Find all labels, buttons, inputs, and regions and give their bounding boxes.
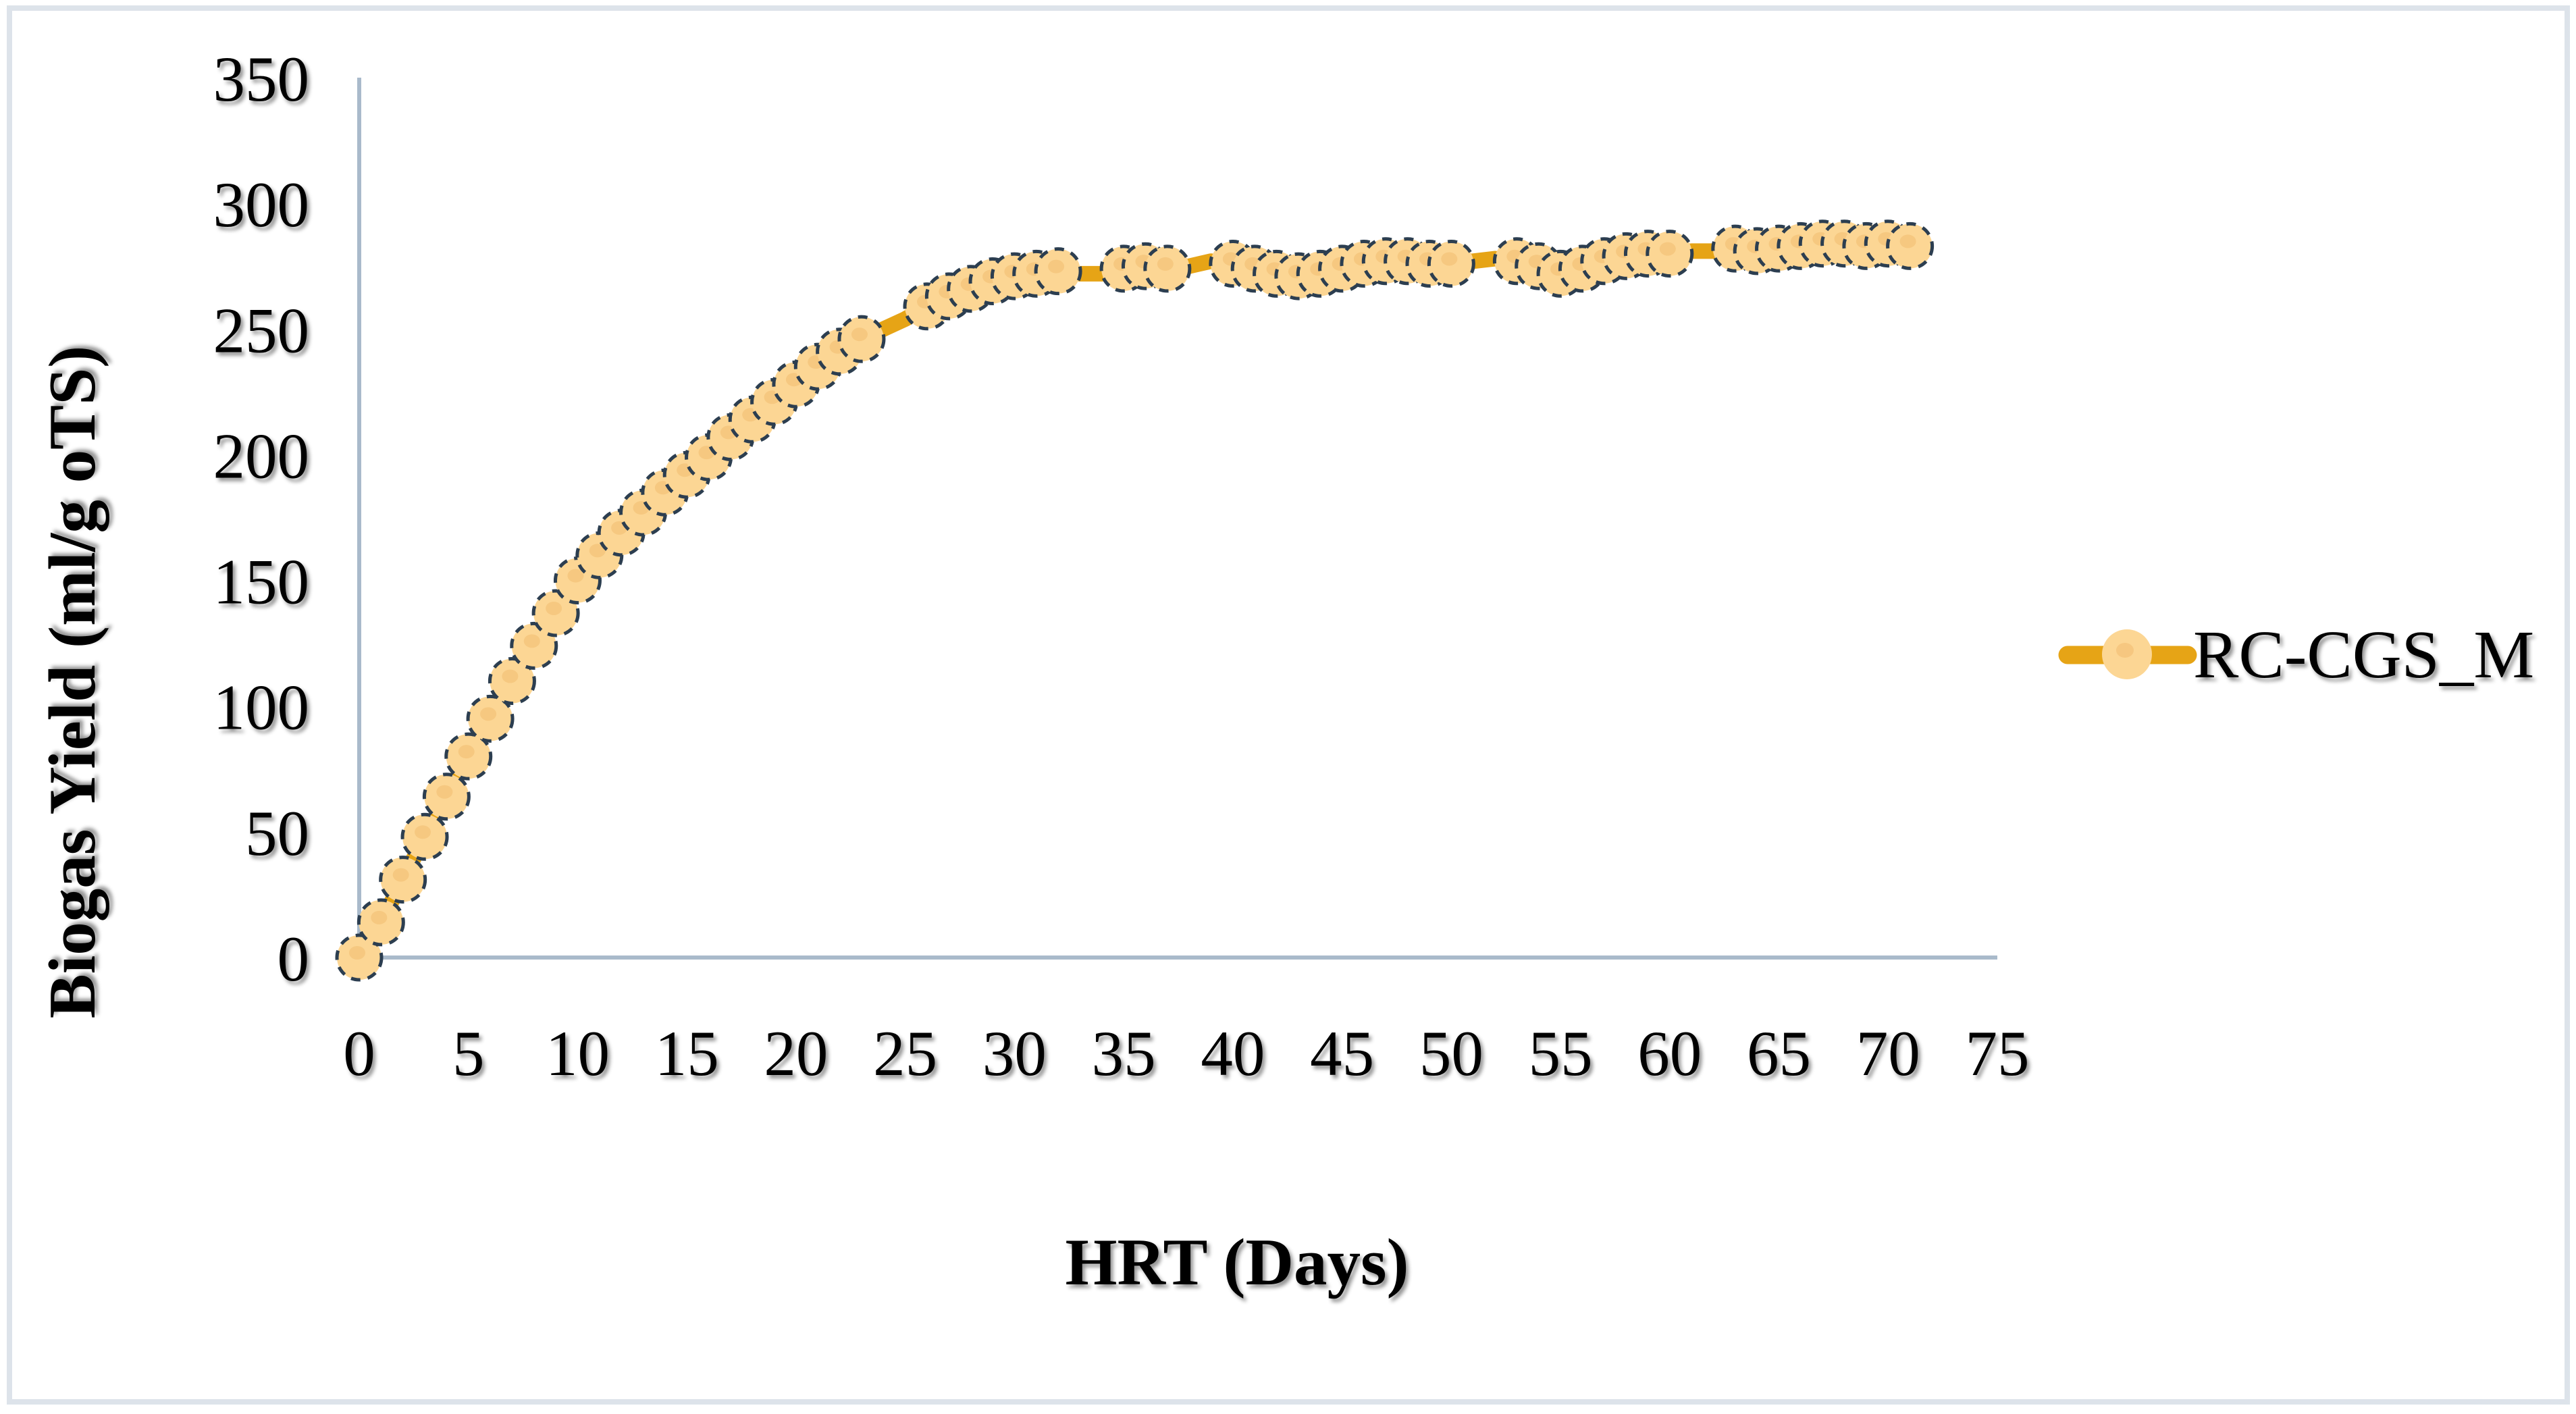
- x-tick-label: 25: [873, 1018, 937, 1089]
- legend-label: RC-CGS_M: [2193, 617, 2534, 692]
- data-point-marker-dot: [546, 601, 562, 615]
- y-tick-label: 50: [245, 797, 309, 869]
- series-line-group: [352, 236, 1911, 962]
- x-tick-label: 35: [1092, 1018, 1156, 1089]
- x-tick-label: 30: [982, 1018, 1047, 1089]
- data-point-marker-dot: [349, 946, 365, 960]
- data-point-marker-dot: [1048, 259, 1065, 273]
- x-tick-label: 75: [1966, 1018, 2030, 1089]
- y-tick-label: 0: [278, 923, 310, 995]
- data-point-marker-dot: [1899, 234, 1916, 248]
- y-tick-label: 250: [213, 294, 310, 366]
- data-point-marker-dot: [371, 910, 388, 924]
- x-tick-label: 55: [1529, 1018, 1593, 1089]
- data-point-marker-dot: [589, 544, 606, 558]
- data-point-marker-dot: [523, 634, 540, 648]
- data-point-marker-dot: [502, 669, 519, 683]
- figure-border: [7, 5, 2570, 1405]
- x-axis-tick-labels: 0 5 10 15 20 25 30 35 40 45 50 55 60 65 70 75: [343, 1018, 2029, 1089]
- x-axis-title: HRT (Days): [1066, 1226, 1409, 1299]
- data-point-marker-dot: [392, 868, 409, 882]
- x-tick-label: 40: [1201, 1018, 1265, 1089]
- y-tick-label: 200: [213, 420, 310, 492]
- data-point-marker-dot: [851, 328, 868, 342]
- data-point-marker-dot: [415, 825, 431, 839]
- y-tick-label: 350: [213, 43, 310, 115]
- x-tick-label: 15: [655, 1018, 719, 1089]
- data-point-marker-dot: [567, 569, 584, 583]
- legend-marker-dot: [2116, 643, 2134, 658]
- y-tick-label: 100: [213, 672, 310, 743]
- x-tick-label: 5: [452, 1018, 485, 1089]
- x-tick-label: 50: [1419, 1018, 1483, 1089]
- x-tick-label: 0: [343, 1018, 375, 1089]
- x-tick-label: 45: [1310, 1018, 1374, 1089]
- y-axis-tick-labels: 0 50 100 150 200 250 300 350: [213, 43, 310, 995]
- series-marker-group: [335, 219, 1935, 982]
- legend: RC-CGS_M: [2058, 617, 2534, 692]
- y-tick-label: 150: [213, 546, 310, 618]
- x-tick-label: 65: [1747, 1018, 1811, 1089]
- data-point-marker-dot: [436, 785, 453, 799]
- series-line: [352, 236, 1911, 962]
- y-tick-label: 300: [213, 169, 310, 240]
- x-tick-label: 60: [1637, 1018, 1702, 1089]
- data-point-marker-dot: [480, 707, 497, 721]
- data-point-marker-dot: [458, 745, 475, 759]
- data-point-marker-dot: [1659, 242, 1676, 256]
- data-point-marker-dot: [1441, 252, 1458, 266]
- data-point-marker-dot: [1157, 257, 1174, 271]
- x-tick-label: 70: [1856, 1018, 1920, 1089]
- x-tick-label: 10: [546, 1018, 610, 1089]
- y-axis-title: Biogas Yield (ml/g oTS): [36, 346, 109, 1018]
- x-tick-label: 20: [764, 1018, 828, 1089]
